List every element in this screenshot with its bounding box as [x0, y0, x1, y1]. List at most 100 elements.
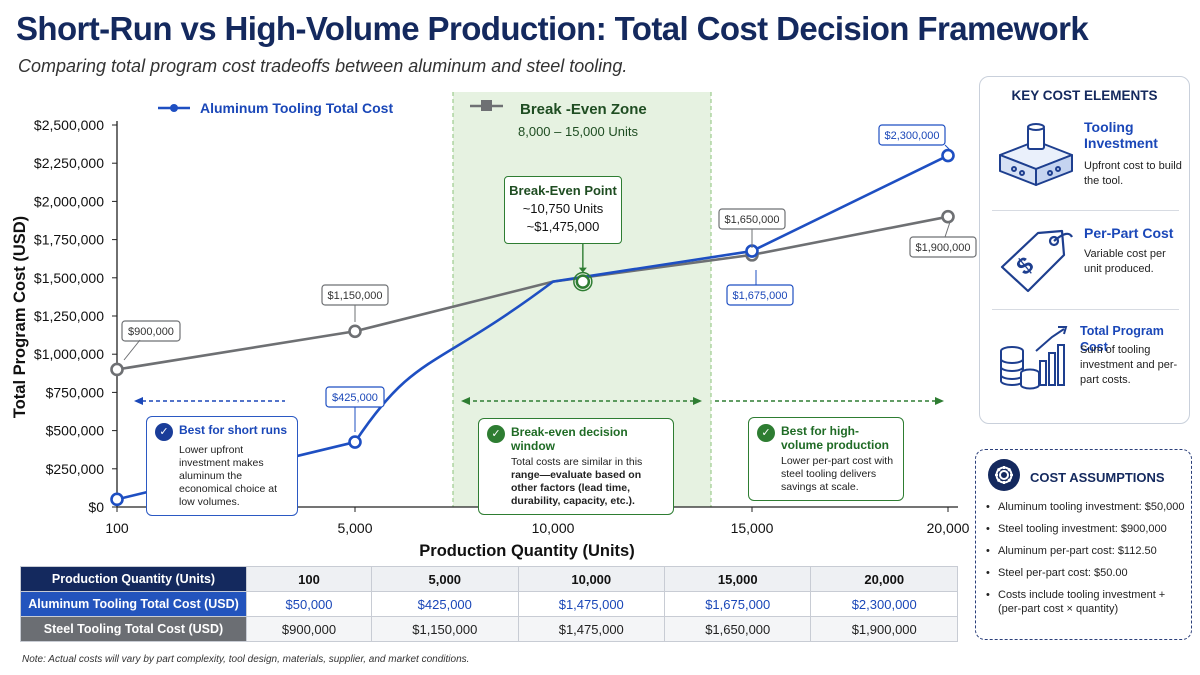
y-tick-label: $750,000: [46, 384, 105, 400]
break-even-point-units: ~10,750 Units: [522, 201, 604, 216]
steel-value-label: $900,000: [128, 326, 174, 338]
list-item: Costs include tooling investment + (per-…: [986, 588, 1186, 616]
table-row-aluminum: Aluminum Tooling Total Cost (USD) $50,00…: [20, 591, 958, 617]
list-item: Aluminum per-part cost: $112.50: [986, 544, 1186, 558]
key-cost-elements-title: KEY COST ELEMENTS: [1011, 88, 1158, 103]
cost-element-desc: Sum of tooling investment and per-part c…: [1080, 344, 1178, 386]
steel-data-point: [348, 324, 362, 339]
steel-value-label: $1,900,000: [915, 242, 970, 254]
table-cell: 20,000: [810, 566, 958, 592]
page-subtitle: Comparing total program cost tradeoffs b…: [18, 56, 628, 76]
y-axis-label: Total Program Cost (USD): [11, 216, 29, 418]
decision-window-callout: ✓ Break-even decision window Total costs …: [478, 418, 674, 515]
zone-range-label: 8,000 – 15,000 Units: [518, 124, 638, 139]
decision-window-title: Break-even decision window: [511, 425, 628, 453]
coins-chart-icon: [1000, 326, 1068, 390]
cost-assumptions-panel: COST ASSUMPTIONS Aluminum tooling invest…: [975, 449, 1192, 640]
table-cell: $50,000: [245, 591, 373, 617]
y-tick-label: $1,500,000: [34, 270, 104, 286]
table-cell: $900,000: [245, 616, 373, 642]
arrow-head-left: [134, 397, 143, 405]
list-item: Aluminum tooling investment: $50,000: [986, 500, 1186, 514]
gear-icon: [988, 459, 1020, 491]
y-tick-label: $0: [88, 499, 104, 515]
table-cell: Production Quantity (Units): [20, 566, 247, 592]
divider: [992, 309, 1179, 310]
check-icon: ✓: [487, 425, 505, 443]
table-cell: $1,475,000: [517, 616, 666, 642]
list-item: Steel per-part cost: $50.00: [986, 566, 1186, 580]
aluminum-value-label: $425,000: [332, 392, 378, 404]
cost-element-title: Per-Part Cost: [1084, 225, 1174, 241]
table-row-steel: Steel Tooling Total Cost (USD) $900,000 …: [20, 616, 958, 642]
steel-data-point: [110, 362, 124, 377]
cost-element-desc: Upfront cost to build the tool.: [1084, 160, 1182, 187]
aluminum-value-label-box: [878, 124, 946, 146]
break-even-marker: [575, 274, 591, 289]
check-icon: ✓: [155, 423, 173, 441]
y-tick-label: $2,250,000: [34, 155, 104, 171]
list-item: Steel tooling investment: $900,000: [986, 522, 1186, 536]
label-leader: [123, 339, 141, 361]
x-axis-label: Production Quantity (Units): [419, 542, 634, 560]
legend-marker-steel: [481, 100, 492, 111]
decision-window-body-bold: range—evaluate based on other factors (l…: [511, 469, 642, 507]
x-tick-label: 5,000: [337, 520, 372, 536]
short-runs-title: Best for short runs: [179, 423, 288, 437]
x-tick-label: 15,000: [731, 520, 774, 536]
y-tick-label: $1,750,000: [34, 232, 104, 248]
break-even-point-callout: Break-Even Point ~10,750 Units ~$1,475,0…: [504, 176, 622, 244]
table-cell: $1,475,000: [517, 591, 666, 617]
short-runs-callout: ✓ Best for short runs Lower upfront inves…: [146, 416, 298, 516]
y-tick-label: $2,500,000: [34, 117, 104, 133]
steel-value-label-box: [121, 320, 181, 342]
footnote: Note: Actual costs will vary by part com…: [22, 654, 470, 665]
cost-element-title: Tooling Investment: [1084, 119, 1158, 151]
table-cell: $1,900,000: [810, 616, 958, 642]
aluminum-data-point: [941, 148, 955, 163]
y-tick-label: $1,000,000: [34, 346, 104, 362]
table-cell: $425,000: [371, 591, 519, 617]
label-leader: [944, 144, 951, 151]
cost-assumptions-title: COST ASSUMPTIONS: [1030, 470, 1165, 485]
y-tick-label: $500,000: [46, 423, 105, 439]
aluminum-value-label-box: [726, 284, 794, 306]
arrow-head-left: [461, 397, 470, 405]
break-even-arrow-head: [578, 267, 587, 273]
page-title: Short-Run vs High-Volume Production: Tot…: [16, 10, 1089, 47]
aluminum-data-point: [110, 492, 124, 507]
cost-table: Production Quantity (Units) 100 5,000 10…: [20, 566, 958, 642]
short-runs-body: Lower upfront investment makes aluminum …: [179, 444, 278, 508]
aluminum-value-label: $1,675,000: [732, 290, 787, 302]
y-tick-label: $1,250,000: [34, 308, 104, 324]
x-tick-label: 10,000: [532, 520, 575, 536]
steel-value-label: $1,150,000: [327, 290, 382, 302]
check-icon: ✓: [757, 424, 775, 442]
table-cell: $1,650,000: [663, 616, 812, 642]
table-cell: Steel Tooling Total Cost (USD): [20, 616, 247, 642]
arrow-head-right: [693, 397, 702, 405]
high-volume-title: Best for high-volume production: [781, 424, 889, 452]
cost-element-title: Total Program Cost: [1080, 324, 1164, 354]
break-even-point-cost: ~$1,475,000: [526, 219, 600, 234]
steel-value-label-box: [909, 236, 977, 258]
high-volume-body: Lower per-part cost with steel tooling d…: [781, 455, 894, 493]
y-tick-label: $250,000: [46, 461, 105, 477]
table-cell: $2,300,000: [810, 591, 958, 617]
cost-element-per-part: $ Per-Part Cost Variable cost per unit p…: [988, 219, 1184, 315]
table-cell: Aluminum Tooling Total Cost (USD): [20, 591, 247, 617]
price-tag-icon: $: [1000, 229, 1073, 293]
table-cell: 10,000: [517, 566, 666, 592]
assumptions-list: Aluminum tooling investment: $50,000 Ste…: [986, 500, 1186, 624]
y-tick-label: $2,000,000: [34, 193, 104, 209]
table-row-header: Production Quantity (Units) 100 5,000 10…: [20, 566, 958, 592]
table-cell: 5,000: [371, 566, 519, 592]
tooling-block-icon: [999, 123, 1073, 186]
legend-marker-aluminum: [170, 104, 178, 112]
label-leader: [944, 221, 951, 238]
break-even-point-title: Break-Even Point: [509, 183, 617, 198]
aluminum-series-line: [116, 154, 949, 501]
zone-label: Break -Even Zone: [520, 101, 647, 118]
cost-element-desc: Variable cost per unit produced.: [1084, 248, 1166, 275]
table-cell: 15,000: [663, 566, 812, 592]
